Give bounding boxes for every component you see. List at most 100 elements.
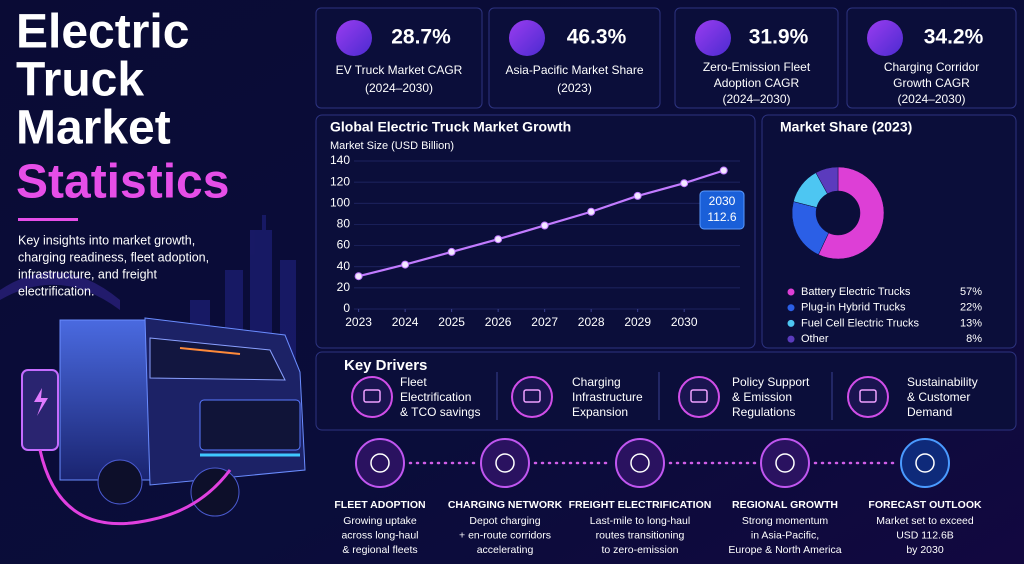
stat-value: 28.7% (391, 26, 451, 49)
legend-swatch (787, 304, 795, 312)
step-title: FREIGHT ELECTRIFICATION (569, 499, 712, 511)
data-point (680, 179, 689, 188)
step-glyph (915, 453, 935, 473)
subtitle-line: infrastructure, and freight (18, 267, 157, 281)
step-title: CHARGING NETWORK (448, 499, 563, 511)
x-tick-label: 2026 (485, 315, 512, 329)
bridge (0, 272, 120, 310)
driver-icon (678, 376, 720, 418)
legend-value: 13% (960, 317, 982, 329)
chart-title: Global Electric Truck Market Growth (330, 119, 571, 135)
data-point (494, 235, 503, 244)
y-tick-label: 0 (343, 301, 350, 315)
x-tick-label: 2027 (531, 315, 558, 329)
step-text: across long-haul (341, 529, 418, 541)
driver-text: Sustainability (907, 375, 978, 389)
stat-label: (2023) (557, 81, 592, 95)
step-text: & regional fleets (342, 544, 417, 556)
driver-text: Regulations (732, 405, 795, 419)
stat-label: (2024–2030) (722, 92, 790, 106)
x-tick-label: 2028 (578, 315, 605, 329)
driver-glyph (363, 389, 381, 403)
data-point (401, 260, 410, 269)
driver-text: Infrastructure (572, 390, 643, 404)
driver-text: Electrification (400, 390, 471, 404)
driver-text: & TCO savings (400, 405, 480, 419)
y-tick-label: 140 (330, 153, 350, 167)
stat-label: Zero-Emission Fleet (703, 60, 811, 74)
title-line: Truck (16, 54, 144, 107)
legend-swatch (787, 288, 795, 296)
line-panel (315, 114, 756, 349)
pie-segment (818, 166, 885, 260)
stat-label: Charging Corridor (884, 60, 979, 74)
y-tick-label: 100 (330, 195, 350, 209)
step-text: by 2030 (906, 544, 944, 556)
pie-segment (815, 166, 839, 195)
step-icon (615, 438, 665, 488)
legend-label: Plug-in Hybrid Trucks (801, 302, 906, 314)
data-point (587, 207, 596, 216)
title-block: Electric Truck Market Statistics Key ins… (16, 6, 229, 299)
step-text: Growing uptake (343, 515, 417, 527)
step-title: FORECAST OUTLOOK (868, 499, 982, 511)
legend-label: Battery Electric Trucks (801, 286, 911, 298)
y-tick-label: 120 (330, 174, 350, 188)
step-glyph (630, 453, 650, 473)
legend-value: 8% (966, 333, 982, 345)
step-title: FLEET ADOPTION (334, 499, 425, 511)
chart-title: Market Share (2023) (780, 119, 912, 135)
step-text: Market set to exceed (876, 515, 974, 527)
title-line: Statistics (16, 156, 229, 209)
step-title: REGIONAL GROWTH (732, 499, 838, 511)
data-point (447, 247, 456, 256)
annotation-box (699, 190, 745, 230)
stat-label: Growth CAGR (893, 76, 970, 90)
stat-icon (867, 20, 903, 56)
driver-text: & Customer (907, 390, 970, 404)
x-tick-label: 2023 (345, 315, 372, 329)
step-icon (760, 438, 810, 488)
step-text: Last-mile to long-haul (590, 515, 690, 527)
step-glyph (495, 453, 515, 473)
y-tick-label: 20 (337, 280, 351, 294)
stat-value: 46.3% (567, 26, 627, 49)
driver-text: Charging (572, 375, 621, 389)
subtitle-line: electrification. (18, 284, 94, 298)
step-text: routes transitioning (596, 529, 685, 541)
driver-icon (847, 376, 889, 418)
charger (21, 369, 232, 526)
step-text: Strong momentum (742, 515, 829, 527)
y-tick-label: 60 (337, 238, 351, 252)
stat-icon (509, 20, 545, 56)
driver-text: Demand (907, 405, 952, 419)
legend-label: Fuel Cell Electric Trucks (801, 317, 919, 329)
subtitle-line: Key insights into market growth, (18, 233, 195, 247)
title-line: Market (16, 102, 171, 155)
legend-label: Other (801, 333, 829, 345)
driver-glyph (690, 389, 708, 403)
stat-label: Asia-Pacific Market Share (505, 63, 643, 77)
step-text: accelerating (477, 544, 534, 556)
stat-icon (336, 20, 372, 56)
driver-glyph (523, 389, 541, 403)
driver-text: Expansion (572, 405, 628, 419)
stat-value: 31.9% (749, 26, 809, 49)
drivers-panel (315, 351, 1017, 431)
x-tick-label: 2024 (392, 315, 419, 329)
truck (59, 317, 306, 517)
x-tick-label: 2030 (671, 315, 698, 329)
stat-label: (2024–2030) (365, 81, 433, 95)
step-text: Depot charging (469, 515, 540, 527)
data-point (633, 191, 642, 200)
stat-value: 34.2% (924, 26, 984, 49)
annotation-x: 2030 (709, 194, 736, 208)
data-point (540, 221, 549, 230)
step-text: + en-route corridors (459, 529, 551, 541)
stat-label: Adoption CAGR (714, 76, 800, 90)
stat-label: (2024–2030) (897, 92, 965, 106)
title-line: Electric (16, 6, 189, 59)
y-tick-label: 80 (337, 217, 351, 231)
driver-icon (511, 376, 553, 418)
